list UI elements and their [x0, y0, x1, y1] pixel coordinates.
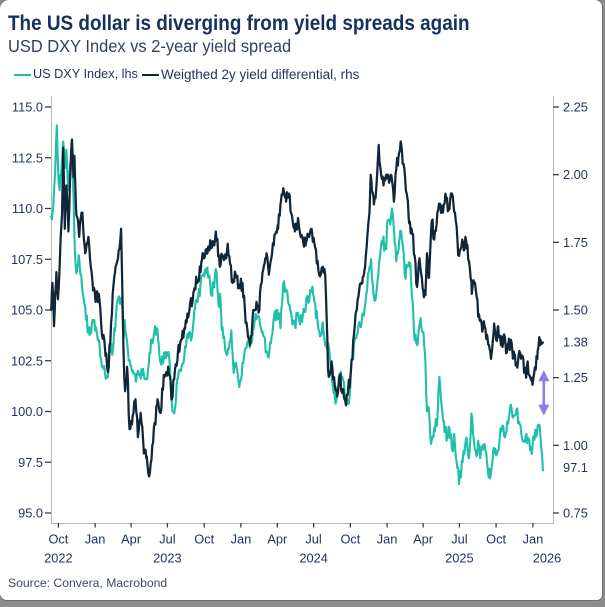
svg-text:Jul: Jul	[305, 532, 321, 547]
svg-text:1.75: 1.75	[563, 235, 588, 250]
svg-text:95.0: 95.0	[18, 506, 43, 521]
svg-text:0.75: 0.75	[563, 506, 588, 521]
svg-text:1.38: 1.38	[563, 335, 588, 350]
svg-text:107.5: 107.5	[11, 252, 43, 267]
svg-text:115.0: 115.0	[12, 100, 43, 115]
svg-text:2.00: 2.00	[563, 167, 588, 182]
svg-text:112.5: 112.5	[12, 150, 43, 165]
svg-text:102.5: 102.5	[11, 353, 43, 368]
svg-text:1.50: 1.50	[563, 303, 588, 318]
svg-text:Jan: Jan	[231, 532, 252, 547]
svg-text:Oct: Oct	[194, 532, 214, 547]
svg-text:Jan: Jan	[523, 532, 544, 547]
svg-text:2023: 2023	[153, 551, 181, 566]
svg-text:97.1: 97.1	[563, 460, 588, 475]
svg-text:Oct: Oct	[486, 532, 506, 547]
svg-text:Apr: Apr	[267, 532, 288, 547]
svg-text:2026: 2026	[533, 551, 561, 566]
svg-text:2022: 2022	[44, 551, 72, 566]
svg-text:1.00: 1.00	[563, 438, 588, 453]
svg-text:110.0: 110.0	[12, 201, 43, 216]
svg-text:Oct: Oct	[48, 532, 68, 547]
svg-text:Jul: Jul	[159, 532, 175, 547]
svg-text:2024: 2024	[299, 551, 327, 566]
svg-text:Jan: Jan	[85, 532, 106, 547]
svg-text:Jul: Jul	[451, 532, 467, 547]
svg-text:105.0: 105.0	[11, 303, 43, 318]
svg-text:Jan: Jan	[377, 532, 398, 547]
svg-text:Oct: Oct	[340, 532, 360, 547]
svg-text:100.0: 100.0	[11, 404, 43, 419]
svg-text:1.25: 1.25	[563, 370, 588, 385]
svg-text:2025: 2025	[445, 551, 473, 566]
svg-text:Apr: Apr	[413, 532, 434, 547]
svg-text:97.5: 97.5	[18, 455, 43, 470]
svg-text:2.25: 2.25	[563, 100, 588, 115]
svg-text:Apr: Apr	[121, 532, 142, 547]
